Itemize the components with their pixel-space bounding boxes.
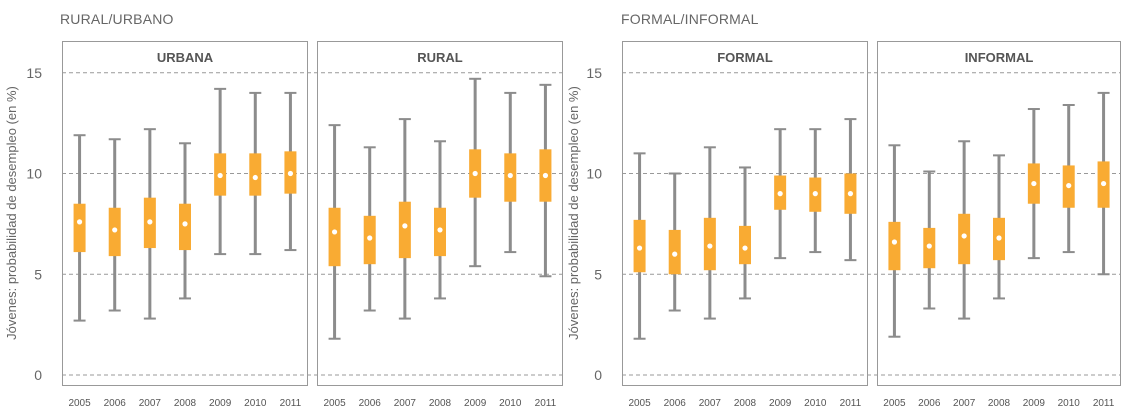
median-dot-2006 (672, 251, 678, 257)
y-tick-label: 10 (586, 166, 602, 182)
median-dot-2005 (331, 229, 338, 235)
y-axis-label: Jóvenes: probabilidad de desempleo (en %… (566, 86, 581, 340)
median-dot-2007 (147, 219, 153, 225)
panel-urbana: URBANA 2005 2006 2007 2008 2009 2010 2011 (62, 41, 308, 409)
median-dot-2005 (636, 245, 643, 251)
panel-frame (62, 41, 308, 386)
x-tick-label: 2010 (804, 398, 827, 409)
y-tick-label: 5 (594, 266, 602, 282)
y-tick-label: 10 (26, 166, 42, 182)
x-tick-label: 2006 (664, 398, 687, 409)
median-dot-2011 (542, 172, 549, 179)
y-tick-label: 0 (34, 367, 42, 383)
box-2010 (249, 153, 262, 196)
x-tick-label: 2009 (209, 398, 232, 409)
x-tick-label: 2009 (464, 398, 487, 409)
group-title-formal-informal: FORMAL/INFORMAL (621, 11, 759, 27)
x-tick-label: 2006 (918, 398, 941, 409)
median-dot-2010 (812, 191, 818, 197)
x-tick-label: 2008 (429, 398, 452, 409)
x-tick-label: 2011 (535, 398, 557, 409)
x-tick-label: 2005 (68, 398, 91, 409)
box-2005 (888, 221, 901, 271)
x-tick-label: 2007 (394, 398, 417, 409)
box-2005 (73, 203, 86, 253)
median-dot-2007 (402, 223, 408, 229)
y-tick-label: 15 (586, 65, 602, 81)
x-tick-label: 2008 (734, 398, 757, 409)
x-tick-label: 2008 (988, 398, 1011, 409)
panel-informal: INFORMAL 2005 2006 2007 2008 2009 2010 2011 (877, 41, 1121, 409)
x-tick-label: 2011 (840, 398, 862, 409)
median-dot-2005 (891, 239, 898, 245)
panel-formal: FORMAL 2005 2006 2007 2008 2009 2010 2011 (622, 41, 868, 409)
x-tick-label: 2007 (139, 398, 162, 409)
panel-title: INFORMAL (965, 50, 1034, 65)
panel-title: URBANA (157, 50, 214, 65)
x-tick-label: 2009 (1023, 398, 1046, 409)
y-axis-label: Jóvenes: probabilidad de desempleo (en %… (4, 86, 19, 340)
median-dot-2011 (847, 191, 854, 197)
median-dot-2010 (507, 172, 513, 179)
y-tick-label: 0 (594, 367, 602, 383)
x-tick-label: 2011 (280, 398, 302, 409)
x-tick-label: 2010 (499, 398, 522, 409)
x-tick-label: 2009 (769, 398, 792, 409)
median-dot-2011 (1100, 180, 1107, 187)
median-dot-2009 (217, 172, 223, 179)
x-tick-label: 2006 (359, 398, 382, 409)
median-dot-2006 (926, 243, 932, 249)
median-dot-2010 (1066, 182, 1072, 189)
x-tick-label: 2011 (1093, 398, 1115, 409)
median-dot-2009 (1031, 180, 1037, 187)
median-dot-2006 (112, 227, 118, 233)
median-dot-2009 (777, 191, 783, 197)
x-tick-label: 2008 (174, 398, 197, 409)
panel-frame (317, 41, 563, 386)
box-2008 (739, 225, 751, 265)
median-dot-2011 (287, 170, 294, 177)
median-dot-2008 (996, 235, 1002, 241)
x-tick-label: 2010 (244, 398, 267, 409)
x-tick-label: 2006 (104, 398, 127, 409)
x-tick-label: 2005 (323, 398, 346, 409)
median-dot-2008 (437, 227, 443, 233)
median-dot-2006 (367, 235, 373, 241)
x-tick-label: 2005 (628, 398, 651, 409)
y-tick-label: 15 (26, 65, 42, 81)
median-dot-2009 (472, 170, 478, 177)
group-title-rural-urbano: RURAL/URBANO (60, 11, 174, 27)
x-tick-label: 2007 (699, 398, 722, 409)
box-2007 (398, 201, 411, 259)
median-dot-2007 (707, 243, 713, 249)
panel-title: FORMAL (717, 50, 773, 65)
median-dot-2005 (76, 219, 83, 225)
x-tick-label: 2007 (953, 398, 976, 409)
median-dot-2010 (252, 174, 258, 181)
x-tick-label: 2010 (1058, 398, 1081, 409)
median-dot-2007 (961, 233, 967, 239)
box-2005 (328, 207, 341, 267)
x-tick-label: 2005 (883, 398, 906, 409)
panel-title: RURAL (417, 50, 463, 65)
box-2007 (958, 213, 971, 265)
panel-frame (622, 41, 868, 386)
y-tick-label: 5 (34, 266, 42, 282)
median-dot-2008 (182, 221, 188, 227)
median-dot-2008 (742, 245, 748, 251)
box-2008 (179, 203, 191, 251)
panel-rural: RURAL 2005 2006 2007 2008 2009 2010 2011 (317, 41, 563, 409)
